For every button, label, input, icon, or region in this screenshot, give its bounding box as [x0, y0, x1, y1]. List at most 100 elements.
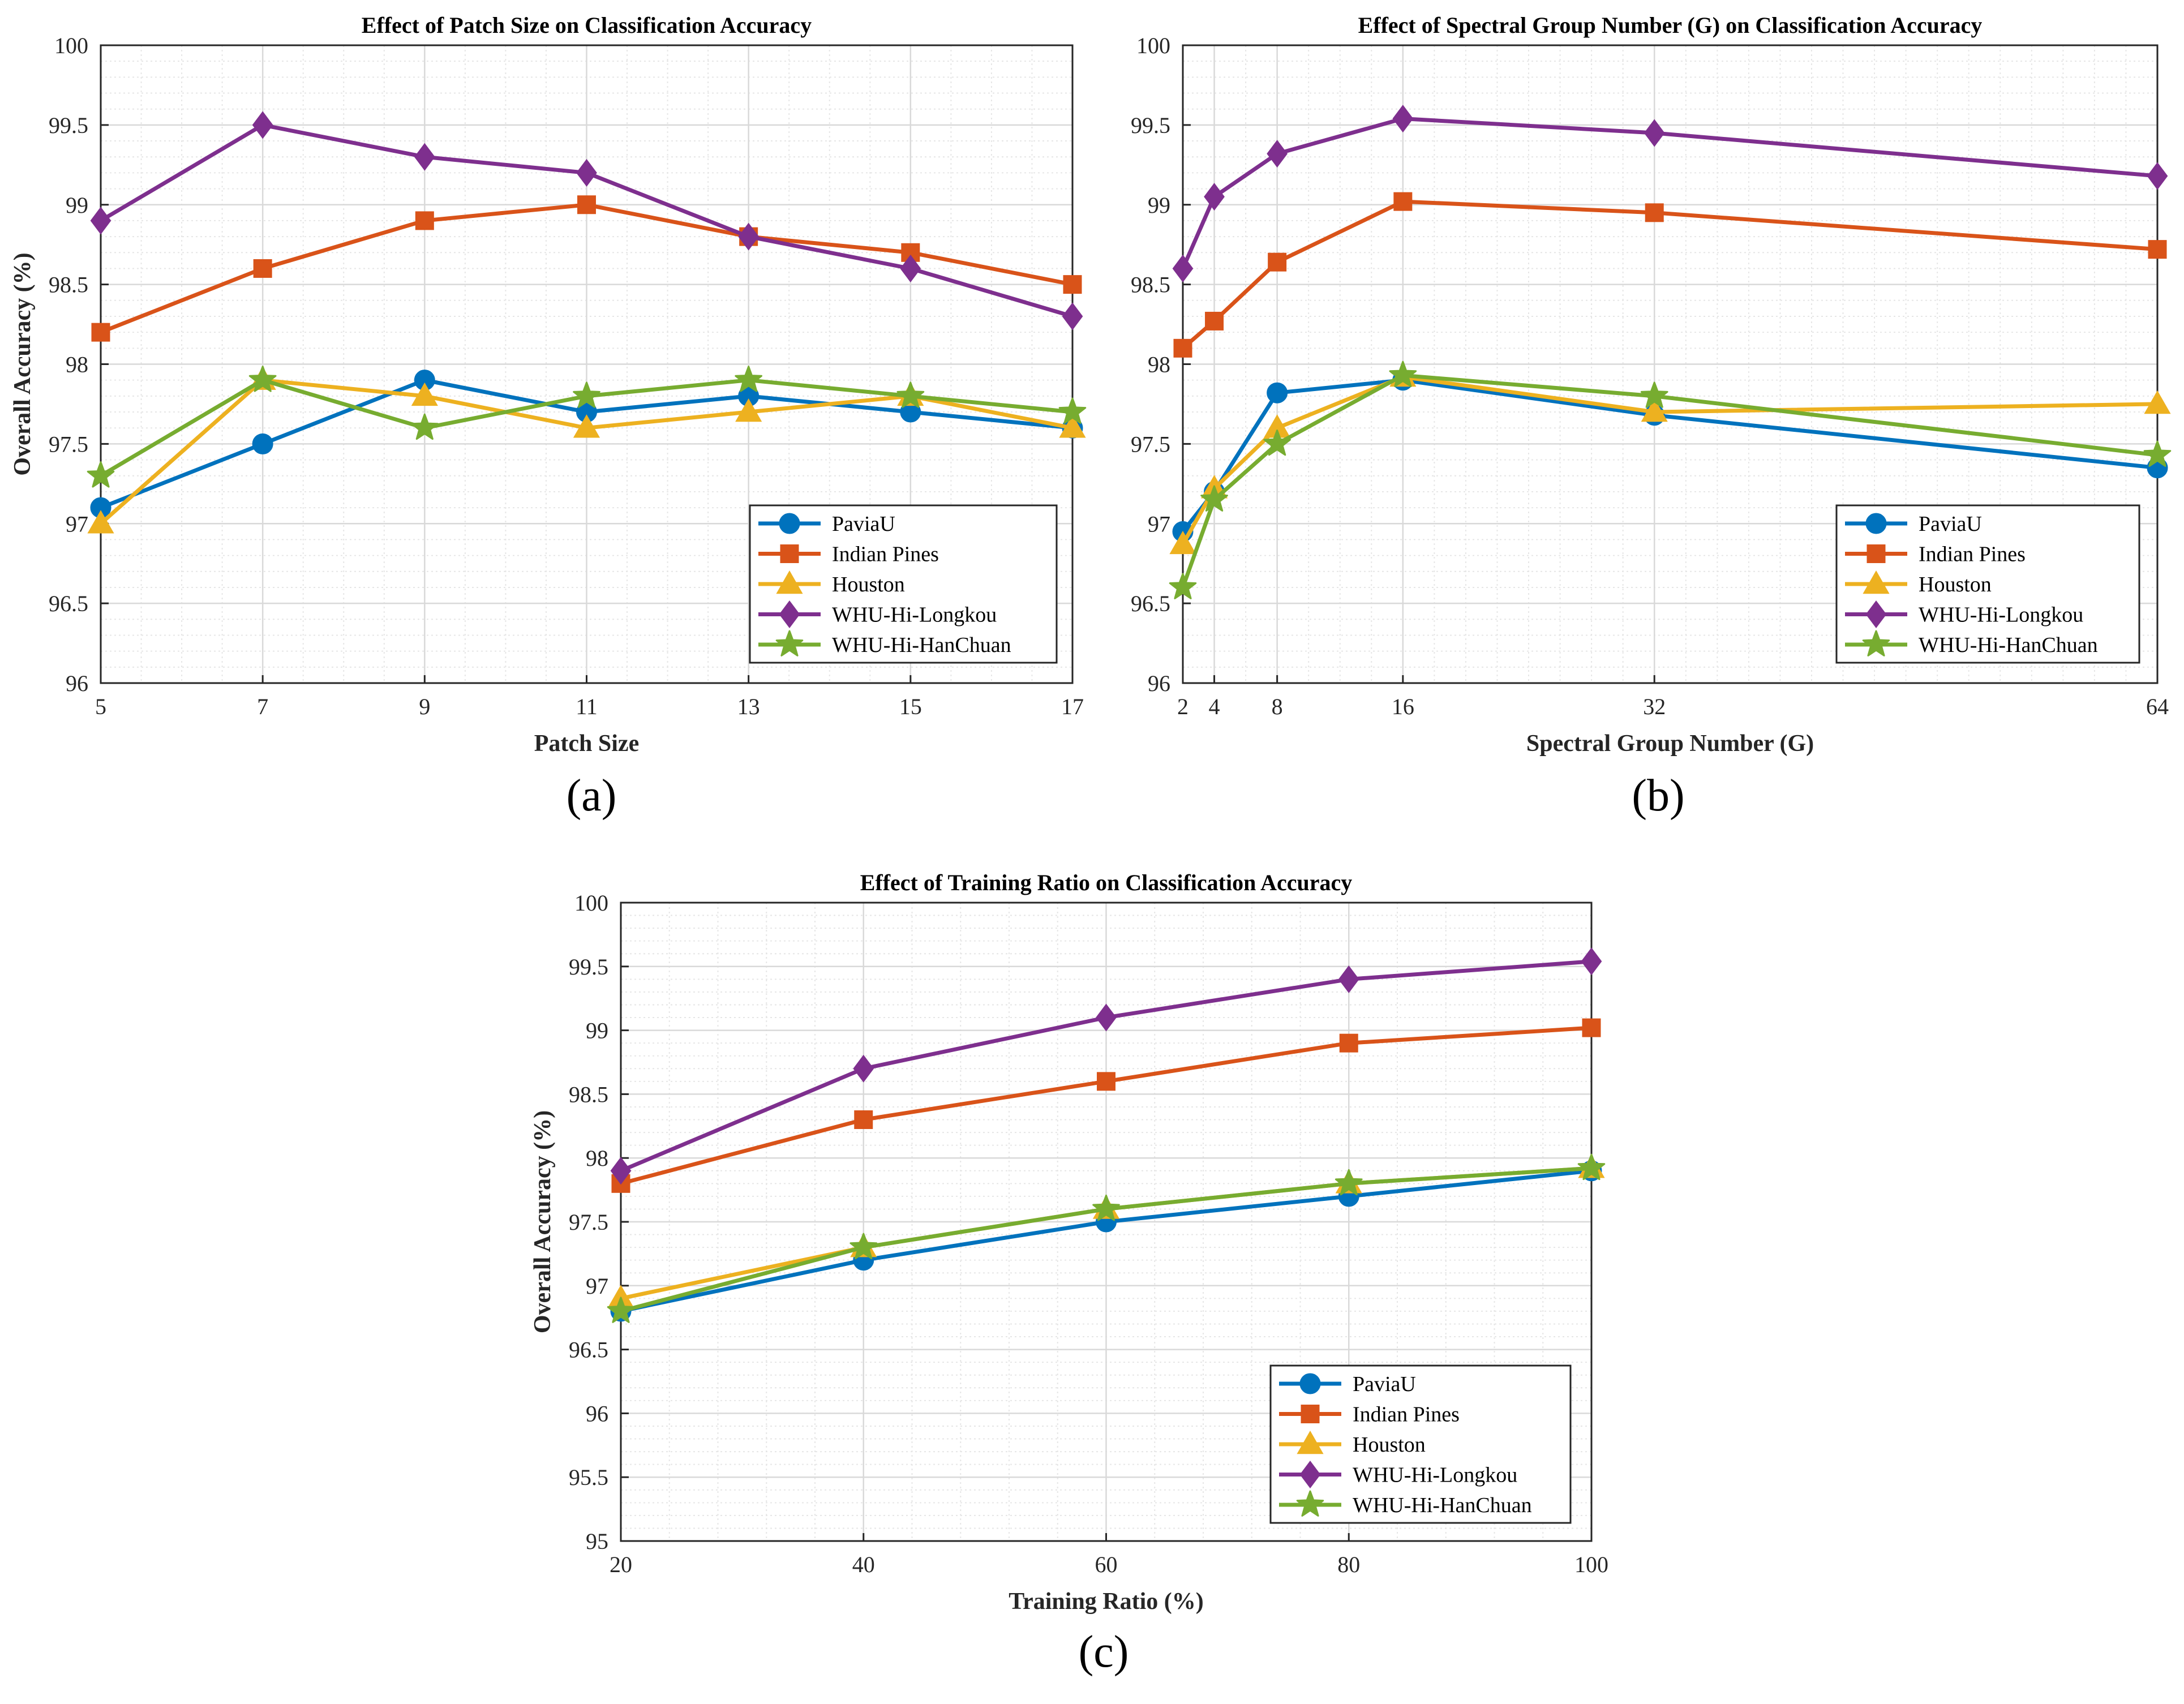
data-point	[1644, 119, 1665, 147]
y-tick-label: 97	[586, 1273, 608, 1299]
x-tick-label: 11	[576, 694, 598, 719]
x-tick-label: 20	[610, 1552, 632, 1577]
data-point	[248, 366, 277, 392]
series-whu-hi-hanchuan	[1169, 360, 2172, 599]
data-point	[2144, 390, 2171, 414]
data-point	[1392, 105, 1414, 133]
data-point	[1335, 1169, 1363, 1196]
panel-label: (a)	[567, 771, 617, 821]
y-tick-label: 100	[1136, 33, 1170, 58]
y-tick-label: 98	[586, 1145, 608, 1171]
data-point	[1267, 140, 1288, 168]
y-tick-label: 96.5	[49, 591, 88, 616]
data-point	[1058, 397, 1087, 424]
data-point	[1200, 485, 1228, 512]
legend-label: WHU-Hi-Longkou	[832, 603, 997, 627]
data-point	[607, 1297, 635, 1323]
data-point	[1640, 381, 1668, 408]
chart-title: Effect of Patch Size on Classification A…	[362, 12, 812, 38]
y-tick-label: 98.5	[49, 272, 88, 298]
data-point	[1205, 311, 1224, 331]
series-whu-hi-hanchuan	[87, 366, 1087, 488]
y-tick-label: 98	[1148, 352, 1170, 377]
series-whu-hi-hanchuan	[607, 1153, 1606, 1323]
legend-label: WHU-Hi-HanChuan	[1919, 633, 2098, 657]
legend-entry: WHU-Hi-HanChuan	[1845, 630, 2098, 657]
y-tick-label: 99.5	[49, 113, 88, 138]
data-point	[735, 398, 762, 422]
chart-a: 96 96.5 97 97.5 98 98.5 99 99.5 100 5 7 9 11 13 15 17 Ef…	[10, 12, 1087, 821]
data-point	[1581, 947, 1602, 976]
y-tick-label: 100	[574, 890, 608, 916]
legend-entry: Indian Pines	[1845, 543, 2026, 566]
legend-marker	[779, 513, 800, 534]
x-tick-label: 16	[1392, 694, 1414, 719]
legend: PaviaU Indian Pines Houston WHU-Hi-Longkou W…	[1835, 504, 2140, 664]
panel-label: (b)	[1632, 771, 1684, 821]
legend-entry: Indian Pines	[1279, 1403, 1460, 1427]
legend-marker	[776, 570, 803, 594]
legend-marker	[1299, 1461, 1321, 1488]
data-point	[1645, 203, 1664, 222]
data-point	[411, 382, 438, 406]
data-point	[1641, 398, 1668, 422]
x-tick-label: 5	[95, 694, 106, 719]
data-point	[414, 143, 435, 171]
y-tick-label: 99	[1148, 192, 1170, 218]
data-point	[573, 381, 600, 408]
x-tick-label: 32	[1643, 694, 1666, 719]
legend-marker	[780, 544, 799, 563]
x-tick-label: 17	[1061, 694, 1084, 719]
y-tick-label: 95.5	[569, 1465, 608, 1490]
data-point	[411, 413, 439, 440]
legend-label: WHU-Hi-Longkou	[1919, 603, 2083, 627]
legend-label: Indian Pines	[1919, 543, 2026, 566]
y-tick-label: 97.5	[1131, 431, 1170, 457]
x-tick-label: 9	[419, 694, 430, 719]
legend-marker	[775, 630, 804, 656]
legend-label: PaviaU	[832, 512, 895, 536]
series-whu-hi-longkou	[1172, 105, 2168, 282]
legend-label: WHU-Hi-Longkou	[1353, 1463, 1517, 1487]
y-tick-label: 99.5	[1131, 113, 1170, 138]
data-point	[1173, 338, 1192, 358]
y-tick-label: 97	[1148, 511, 1170, 536]
data-point	[1268, 252, 1287, 272]
legend-label: Houston	[1353, 1433, 1426, 1457]
legend: PaviaU Indian Pines Houston WHU-Hi-Longkou W…	[749, 504, 1058, 664]
data-point	[1338, 965, 1359, 993]
x-tick-label: 4	[1209, 694, 1220, 719]
data-point	[900, 254, 921, 282]
y-tick-label: 100	[54, 33, 88, 58]
legend-entry: WHU-Hi-Longkou	[1279, 1461, 1517, 1488]
legend-label: Indian Pines	[1353, 1403, 1460, 1427]
data-point	[87, 461, 115, 488]
x-tick-label: 80	[1337, 1552, 1360, 1577]
data-point	[1059, 414, 1086, 438]
legend-entry: WHU-Hi-Longkou	[758, 600, 997, 628]
legend-marker	[1867, 544, 1886, 563]
chart-title: Effect of Spectral Group Number (G) on C…	[1358, 12, 1983, 38]
data-point	[1204, 183, 1225, 211]
legend-marker	[779, 600, 800, 628]
legend-label: PaviaU	[1919, 512, 1982, 536]
data-point	[252, 433, 273, 454]
y-tick-label: 98	[66, 352, 88, 377]
data-point	[1169, 573, 1197, 599]
x-tick-label: 2	[1177, 694, 1188, 719]
x-tick-label: 7	[257, 694, 268, 719]
y-tick-label: 96	[1148, 671, 1170, 696]
series-whu-hi-longkou	[610, 947, 1602, 1185]
data-point	[738, 222, 760, 251]
data-point	[1092, 1194, 1120, 1221]
legend-entry: PaviaU	[1845, 512, 1982, 536]
data-point	[1577, 1153, 1606, 1181]
data-point	[90, 207, 111, 235]
data-point	[91, 323, 110, 342]
x-tick-label: 15	[899, 694, 922, 719]
legend-entry: Houston	[1845, 570, 1992, 596]
legend-label: Indian Pines	[832, 543, 939, 566]
legend-marker	[1296, 1490, 1324, 1517]
legend-entry: WHU-Hi-HanChuan	[758, 630, 1011, 657]
